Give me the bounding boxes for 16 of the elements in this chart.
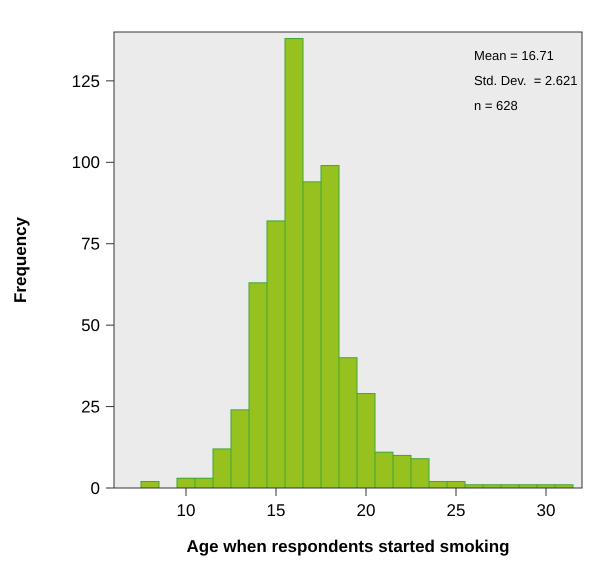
y-tick-label: 25 (81, 398, 100, 417)
y-tick-label: 125 (72, 72, 100, 91)
x-axis-title: Age when respondents started smoking (186, 537, 510, 556)
annotation: Mean = 16.71 (474, 48, 554, 63)
x-tick-label: 25 (446, 501, 466, 520)
y-tick-label: 50 (81, 316, 100, 336)
x-tick-label: 15 (266, 501, 286, 520)
x-tick-label: 20 (356, 501, 376, 520)
y-tick-label: 100 (72, 153, 100, 172)
y-tick-label: 75 (81, 234, 100, 254)
y-axis-title: Frequency (11, 216, 30, 303)
annotation: Std. Dev. = 2.621 (474, 73, 578, 88)
x-tick-label: 10 (176, 501, 196, 520)
x-tick-label: 30 (536, 501, 556, 520)
y-tick-label: 0 (90, 478, 100, 498)
annotation: n = 628 (474, 98, 518, 113)
